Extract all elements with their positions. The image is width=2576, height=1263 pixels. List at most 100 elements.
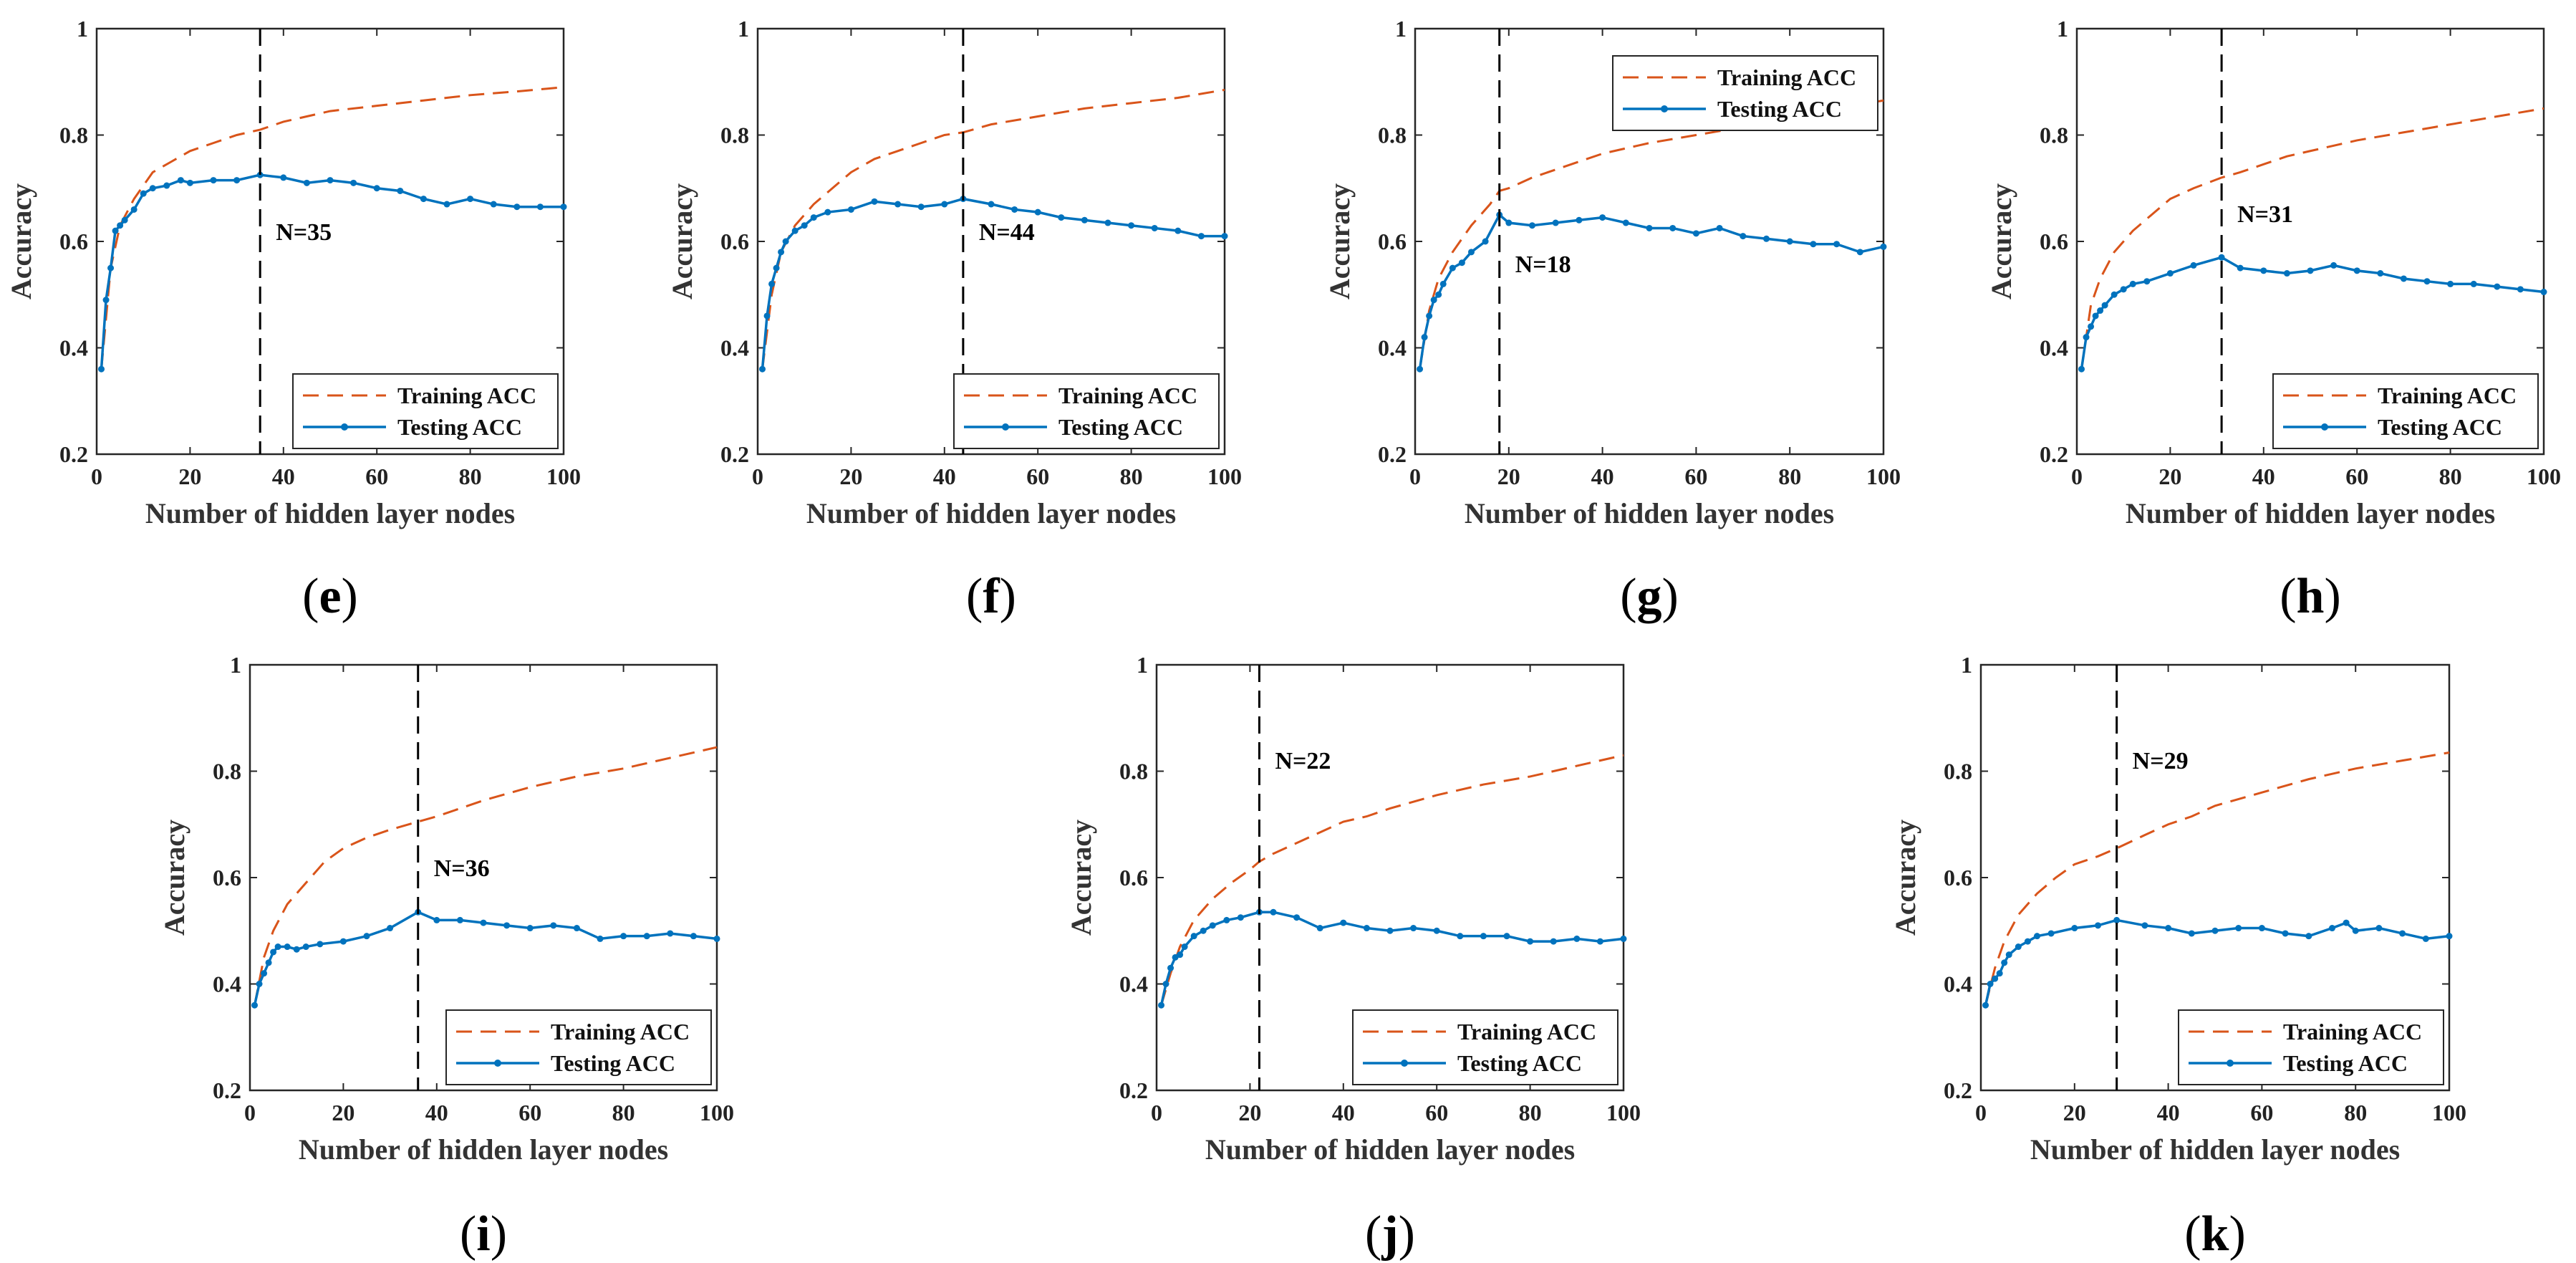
chart-panel-f: 0 20 40 60 80 100 0.2 0.4 0.6 0.8 1 Number of hidde… <box>666 16 1242 624</box>
testing-acc-point <box>2143 278 2151 285</box>
testing-acc-point <box>1596 938 1603 945</box>
testing-acc-point <box>121 216 128 224</box>
optimal-n-annotation: N=18 <box>1515 251 1571 278</box>
testing-acc-point <box>2282 930 2289 937</box>
testing-acc-point <box>690 933 697 940</box>
series-line-training-acc <box>100 86 564 370</box>
y-tick-label: 1 <box>1961 652 1972 678</box>
testing-acc-point <box>1716 224 1723 231</box>
x-tick-label: 0 <box>2071 464 2083 489</box>
y-tick-label: 0.6 <box>720 229 749 254</box>
testing-acc-point <box>871 198 878 205</box>
legend-marker-testing <box>1401 1060 1408 1067</box>
legend-box <box>2178 1009 2444 1085</box>
testing-acc-point <box>256 981 263 987</box>
testing-acc-point <box>1449 264 1456 272</box>
x-axis-label: Number of hidden layer nodes <box>806 497 1176 529</box>
x-tick-label: 40 <box>1332 1100 1355 1125</box>
testing-acc-point <box>2015 943 2022 951</box>
chart-panel-g: 0 20 40 60 80 100 0.2 0.4 0.6 0.8 1 Number of hidde… <box>1323 16 1901 624</box>
testing-acc-point <box>2307 267 2314 274</box>
testing-acc-point <box>2353 267 2360 274</box>
testing-acc-point <box>1081 216 1088 224</box>
series-line-training-acc <box>2080 107 2544 370</box>
testing-acc-point <box>2470 280 2477 287</box>
y-tick-label: 0.4 <box>2040 335 2068 361</box>
testing-acc-point <box>456 916 463 923</box>
testing-acc-point <box>847 206 854 213</box>
testing-acc-point <box>1786 238 1793 245</box>
testing-acc-point <box>1386 927 1394 934</box>
optimal-n-annotation: N=22 <box>1275 748 1331 774</box>
testing-acc-point <box>759 365 766 373</box>
testing-acc-point <box>1237 914 1244 921</box>
legend-marker-testing <box>494 1060 501 1067</box>
x-tick-label: 20 <box>1497 464 1520 489</box>
testing-acc-point <box>1426 312 1433 320</box>
testing-acc-point <box>1177 951 1184 959</box>
testing-acc-point <box>2001 959 2008 966</box>
testing-acc-point <box>303 179 310 186</box>
testing-acc-point <box>284 943 291 951</box>
x-tick-label: 0 <box>1975 1100 1987 1125</box>
testing-acc-point <box>149 185 156 192</box>
testing-acc-point <box>107 264 115 272</box>
series-line-training-acc <box>1160 754 1624 1006</box>
testing-acc-point <box>2235 925 2242 932</box>
x-axis-label: Number of hidden layer nodes <box>2030 1133 2400 1166</box>
testing-acc-point <box>1190 933 1197 940</box>
testing-acc-point <box>2343 919 2350 926</box>
x-axis-label: Number of hidden layer nodes <box>1205 1133 1575 1166</box>
y-tick-label: 0.8 <box>1944 759 1972 784</box>
x-tick-label: 20 <box>2158 464 2181 489</box>
y-tick-label: 1 <box>77 16 88 42</box>
x-tick-label: 20 <box>839 464 862 489</box>
x-tick-label: 0 <box>752 464 763 489</box>
x-tick-label: 60 <box>2345 464 2368 489</box>
testing-acc-point <box>2377 270 2384 277</box>
testing-acc-point <box>894 201 902 208</box>
testing-acc-point <box>768 280 776 287</box>
testing-acc-point <box>280 174 287 181</box>
y-axis-label: Accuracy <box>1323 183 1356 299</box>
x-tick-label: 80 <box>1120 464 1143 489</box>
testing-acc-point <box>387 925 394 932</box>
testing-acc-point <box>1172 954 1179 961</box>
testing-acc-point <box>1034 208 1041 216</box>
testing-acc-point <box>2352 927 2359 934</box>
testing-acc-point <box>1692 230 1699 237</box>
y-axis-label: Accuracy <box>1985 183 2017 299</box>
testing-acc-point <box>2047 930 2055 937</box>
testing-acc-point <box>102 297 110 304</box>
x-tick-label: 100 <box>700 1100 734 1125</box>
x-tick-label: 0 <box>1409 464 1421 489</box>
testing-acc-point <box>317 941 324 948</box>
testing-acc-point <box>261 970 268 977</box>
chart-panel-j: 0 20 40 60 80 100 0.2 0.4 0.6 0.8 1 Number of hidde… <box>1065 652 1641 1262</box>
y-tick-label: 0.2 <box>1119 1077 1148 1103</box>
y-axis-label: Accuracy <box>666 183 698 299</box>
legend-label-training: Training ACC <box>551 1019 690 1045</box>
legend-box <box>2272 373 2539 449</box>
testing-acc-point <box>1458 259 1465 266</box>
y-tick-label: 0.4 <box>213 971 241 997</box>
testing-acc-point <box>1620 935 1627 942</box>
testing-acc-point <box>1128 222 1135 229</box>
testing-acc-point <box>1503 933 1510 940</box>
legend-label-training: Training ACC <box>397 383 536 408</box>
testing-acc-point <box>2330 261 2338 269</box>
legend: Training ACC Testing ACC <box>953 373 1220 449</box>
testing-acc-point <box>1880 243 1887 250</box>
x-tick-label: 40 <box>1591 464 1614 489</box>
legend-marker-testing <box>341 423 348 431</box>
x-tick-label: 40 <box>2157 1100 2180 1125</box>
testing-acc-point <box>791 227 799 234</box>
legend: Training ACC Testing ACC <box>445 1009 712 1085</box>
testing-acc-point <box>1011 206 1018 213</box>
testing-acc-point <box>941 201 948 208</box>
testing-acc-point <box>1340 919 1347 926</box>
testing-acc-point <box>2092 312 2099 320</box>
testing-acc-point <box>2446 933 2453 940</box>
testing-acc-point <box>163 182 170 189</box>
x-tick-label: 80 <box>2439 464 2462 489</box>
